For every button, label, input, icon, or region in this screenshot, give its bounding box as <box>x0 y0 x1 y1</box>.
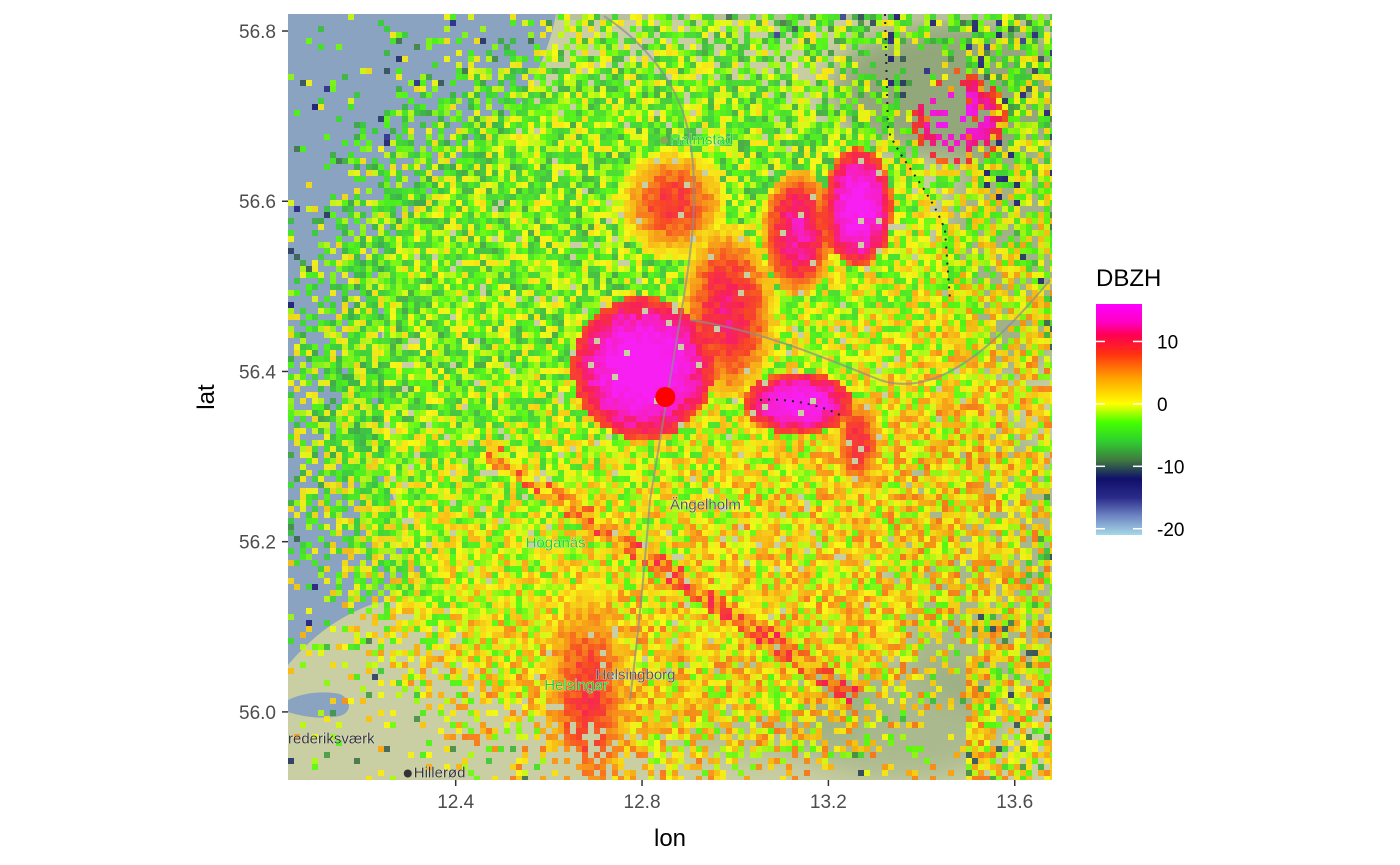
x-tick-label: 12.4 <box>437 792 474 813</box>
place-label: Hillerød <box>403 764 466 780</box>
radar-reflectivity-layer <box>288 14 1052 780</box>
legend-tick-label: -20 <box>1157 520 1184 541</box>
y-tick-label: 56.8 <box>239 22 276 43</box>
place-label: rederiksværk <box>288 730 375 748</box>
legend-tick: 0 <box>1096 395 1168 416</box>
y-tick-label: 56.6 <box>239 192 276 213</box>
y-tick: 56.0 <box>239 703 288 724</box>
legend-tick: -20 <box>1096 520 1184 541</box>
y-tick: 56.8 <box>239 22 288 43</box>
map-panel: Halmstad Ängelholm Höganäs HelsingborgHelsi… <box>288 14 1052 780</box>
y-axis-title: lat <box>193 384 220 410</box>
legend-tick: 10 <box>1096 332 1178 353</box>
place-label: Ängelholm <box>670 496 741 514</box>
y-tick: 56.4 <box>239 362 288 383</box>
county-border <box>884 14 951 301</box>
radar-site-marker <box>655 387 676 407</box>
x-tick-label: 13.6 <box>996 792 1033 813</box>
x-tick-label: 12.8 <box>624 792 661 813</box>
place-label: Helsingborg <box>595 666 676 684</box>
place-label: Helsingør <box>544 677 609 695</box>
legend-tick-label: 10 <box>1157 332 1178 353</box>
x-tick: 13.6 <box>996 780 1033 813</box>
road-east <box>689 279 1051 385</box>
legend: DBZH 10 0 -10 -20 <box>1096 265 1184 541</box>
x-tick-label: 13.2 <box>810 792 847 813</box>
roads <box>603 15 1051 701</box>
y-tick: 56.6 <box>239 192 288 213</box>
borders <box>759 14 951 416</box>
place-labels: Halmstad Ängelholm Höganäs HelsingborgHelsi… <box>288 131 741 780</box>
legend-tick-label: -10 <box>1157 457 1184 478</box>
legend-colorbar <box>1096 304 1142 535</box>
x-tick: 13.2 <box>810 780 847 813</box>
county-border-2 <box>759 398 841 416</box>
y-tick-label: 56.2 <box>239 533 276 554</box>
y-axis: 56.0 56.2 56.4 56.6 56.8 <box>239 22 288 724</box>
y-tick-label: 56.4 <box>239 362 276 383</box>
legend-ticks: 10 0 -10 -20 <box>1096 332 1184 541</box>
x-tick: 12.4 <box>437 780 475 813</box>
legend-tick-label: 0 <box>1157 395 1168 416</box>
x-tick: 12.8 <box>624 780 661 813</box>
x-axis: 12.4 12.8 13.2 13.6 <box>437 780 1033 813</box>
y-tick: 56.2 <box>239 533 288 554</box>
place-label: Höganäs <box>525 534 586 552</box>
road-e6 <box>603 15 696 701</box>
legend-title: DBZH <box>1096 265 1161 292</box>
x-axis-title: lon <box>654 825 686 852</box>
y-tick-label: 56.0 <box>239 703 276 724</box>
place-label: Halmstad <box>660 131 734 149</box>
legend-tick: -10 <box>1096 457 1184 478</box>
